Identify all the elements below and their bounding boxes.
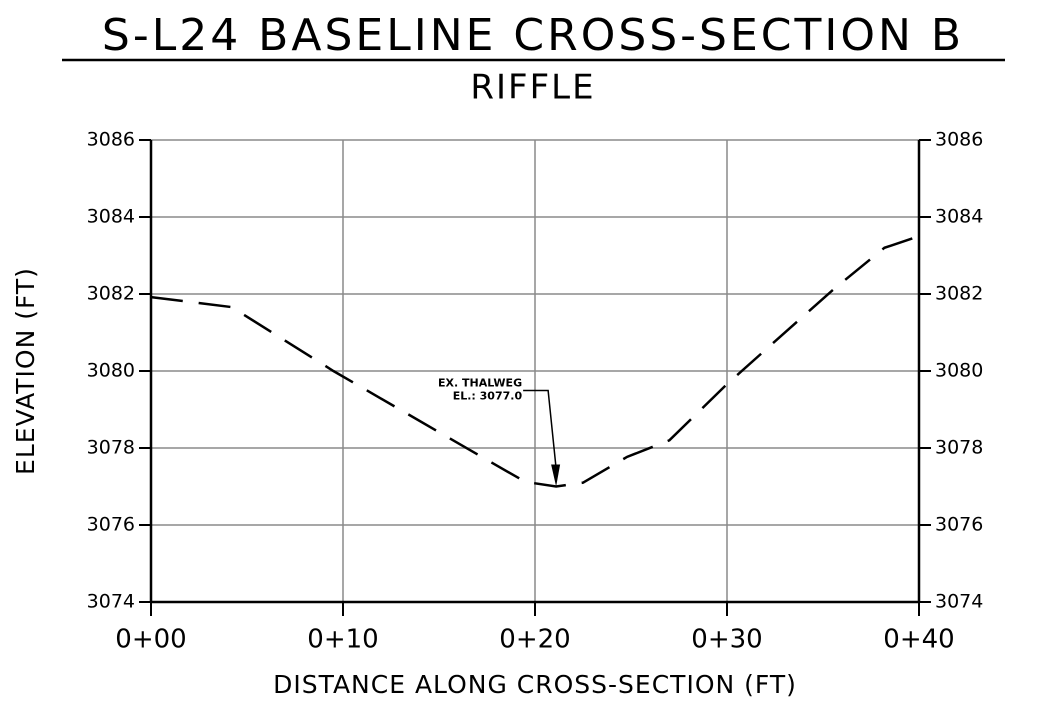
y2-tick-label: 3076 [935,514,983,536]
cross-section-line [150,235,920,488]
y2-tick-label: 3078 [935,437,983,459]
y2-tick-label: 3082 [935,283,983,305]
y2-tick-label: 3086 [935,129,983,151]
x-tick-label: 0+10 [307,625,378,655]
y-tick-label: 3078 [87,437,135,459]
annotation-text: EX. THALWEG [438,377,522,390]
y2-tick-label: 3080 [935,360,983,382]
annotation-text: EL.: 3077.0 [453,390,523,403]
annotation-leader [523,389,557,469]
x-tick-label: 0+40 [883,625,954,655]
x-tick-label: 0+20 [499,625,570,655]
x-tick-label: 0+30 [691,625,762,655]
x-tick-label: 0+00 [115,625,186,655]
chart-subtitle: RIFFLE [470,68,595,108]
x-axis-label: DISTANCE ALONG CROSS-SECTION (FT) [273,670,797,699]
y-tick-label: 3082 [87,283,135,305]
y-axis-label: ELEVATION (FT) [11,267,40,475]
y2-tick-label: 3084 [935,206,983,228]
y-tick-label: 3076 [87,514,135,536]
chart-title: S-L24 BASELINE CROSS-SECTION B [102,10,964,61]
y2-tick-label: 3074 [935,591,983,613]
y-tick-label: 3080 [87,360,135,382]
y-tick-label: 3086 [87,129,135,151]
annotation-arrow [551,464,561,487]
y-tick-label: 3084 [87,206,135,228]
y-tick-label: 3074 [87,591,135,613]
